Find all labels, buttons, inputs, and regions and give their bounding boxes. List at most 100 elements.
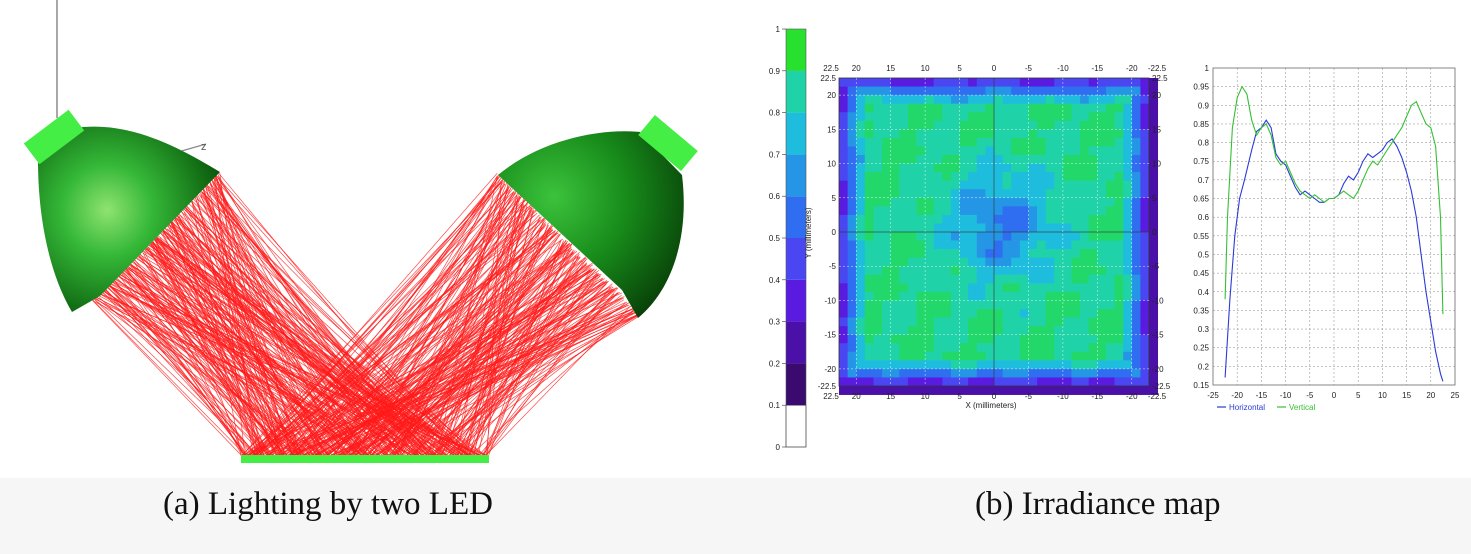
heatmap-cell <box>1097 274 1107 284</box>
irradiance-panel: 1 0.9 0.8 0.7 0.6 0.5 0.4 0.3 0.2 0.1 0 22.5 20 15 10… <box>708 0 1471 478</box>
heatmap-cell <box>1002 343 1012 353</box>
heatmap-cell <box>1037 232 1047 241</box>
heatmap-cell <box>1037 343 1047 353</box>
heatmap-cell <box>899 86 909 96</box>
heatmap-cell <box>1140 120 1150 130</box>
ray <box>449 289 613 457</box>
heatmap-cell <box>1019 163 1029 173</box>
heatmap-cell <box>890 155 900 164</box>
heatmap-cell <box>890 163 900 173</box>
heatmap-cell <box>1105 155 1115 164</box>
heatmap-cell <box>1028 223 1038 233</box>
heatmap-cell <box>933 146 943 156</box>
heatmap-cell <box>942 189 952 199</box>
ray <box>126 263 281 457</box>
heatmap-cell <box>1019 240 1029 250</box>
line-x-tick-label: 20 <box>1426 391 1435 400</box>
heatmap-cell <box>994 351 1004 361</box>
heatmap-cell <box>994 257 1004 267</box>
heatmap-cell <box>856 155 866 164</box>
heatmap-cell <box>976 232 986 241</box>
heatmap-cell <box>994 206 1004 216</box>
heatmap-cell <box>847 86 857 96</box>
y-tick-label-left: -22.5 <box>818 382 837 391</box>
heatmap-cell <box>1080 249 1090 259</box>
heatmap-cell <box>968 351 978 361</box>
heatmap-cell <box>1149 189 1159 199</box>
heatmap-cell <box>1062 300 1072 310</box>
heatmap-cell <box>1114 274 1124 284</box>
heatmap-cell <box>950 129 960 139</box>
heatmap-cell <box>933 78 943 87</box>
heatmap-cell <box>976 86 986 96</box>
heatmap-cell <box>916 240 926 250</box>
heatmap-cell <box>959 309 969 318</box>
heatmap-cell <box>1123 163 1133 173</box>
heatmap-cell <box>839 163 849 173</box>
ray <box>117 275 369 457</box>
ray <box>456 182 509 457</box>
heatmap-cell <box>1037 300 1047 310</box>
heatmap-cell <box>916 206 926 216</box>
heatmap-cell <box>1114 223 1124 233</box>
heatmap-cell <box>959 274 969 284</box>
heatmap-cell <box>916 180 926 190</box>
heatmap-cell <box>942 334 952 344</box>
heatmap-cell <box>994 172 1004 182</box>
y-tick-label-right: -15 <box>1152 331 1164 340</box>
heatmap-cell <box>1054 334 1064 344</box>
heatmap-cell <box>890 351 900 361</box>
heatmap-cell <box>1140 197 1150 207</box>
heatmap-cell <box>976 223 986 233</box>
heatmap-cell <box>959 223 969 233</box>
heatmap-cell <box>1002 103 1012 113</box>
heatmap-cell <box>925 249 935 259</box>
heatmap-cell <box>959 129 969 139</box>
ray <box>353 297 624 457</box>
ray <box>294 225 554 457</box>
target-plane <box>241 455 489 463</box>
heatmap-cell <box>1062 189 1072 199</box>
heatmap-cell <box>976 137 986 147</box>
heatmap-cell <box>856 137 866 147</box>
heatmap-cell <box>856 377 866 387</box>
heatmap-cell <box>1123 368 1133 378</box>
heatmap-cell <box>976 103 986 113</box>
heatmap-cell <box>1002 197 1012 207</box>
heatmap-cell <box>1097 197 1107 207</box>
heatmap-cell <box>1045 232 1055 241</box>
heatmap-cell <box>1088 368 1098 378</box>
heatmap-cell <box>925 103 935 113</box>
heatmap-cell <box>1105 334 1115 344</box>
heatmap-cell <box>890 137 900 147</box>
heatmap-cell <box>1123 95 1133 105</box>
heatmap-cell <box>916 103 926 113</box>
heatmap-cell <box>847 283 857 293</box>
heatmap-cell <box>873 197 883 207</box>
heatmap-cell <box>933 137 943 147</box>
ray <box>254 212 538 457</box>
heatmap-cell <box>1131 163 1141 173</box>
heatmap-cell <box>899 274 909 284</box>
heatmap-cell <box>1028 172 1038 182</box>
heatmap-cell <box>994 377 1004 387</box>
heatmap-cell <box>959 95 969 105</box>
heatmap-cell <box>1088 317 1098 327</box>
heatmap-cell <box>994 317 1004 327</box>
heatmap-cell <box>882 112 892 122</box>
heatmap-cell <box>1149 172 1159 182</box>
heatmap-cell <box>916 112 926 122</box>
heatmap-cell <box>925 86 935 96</box>
heatmap-cell <box>1045 189 1055 199</box>
heatmap-cell <box>1123 103 1133 113</box>
heatmap-cell <box>1149 155 1159 164</box>
heatmap-cell <box>1054 351 1064 361</box>
ray <box>338 251 580 457</box>
heatmap-cell <box>1114 172 1124 182</box>
heatmap-cell <box>959 266 969 276</box>
heatmap-cell <box>1045 146 1055 156</box>
heatmap-cell <box>1062 206 1072 216</box>
heatmap-cell <box>1149 386 1159 395</box>
heatmap-cell <box>985 368 995 378</box>
heatmap-cell <box>959 120 969 130</box>
